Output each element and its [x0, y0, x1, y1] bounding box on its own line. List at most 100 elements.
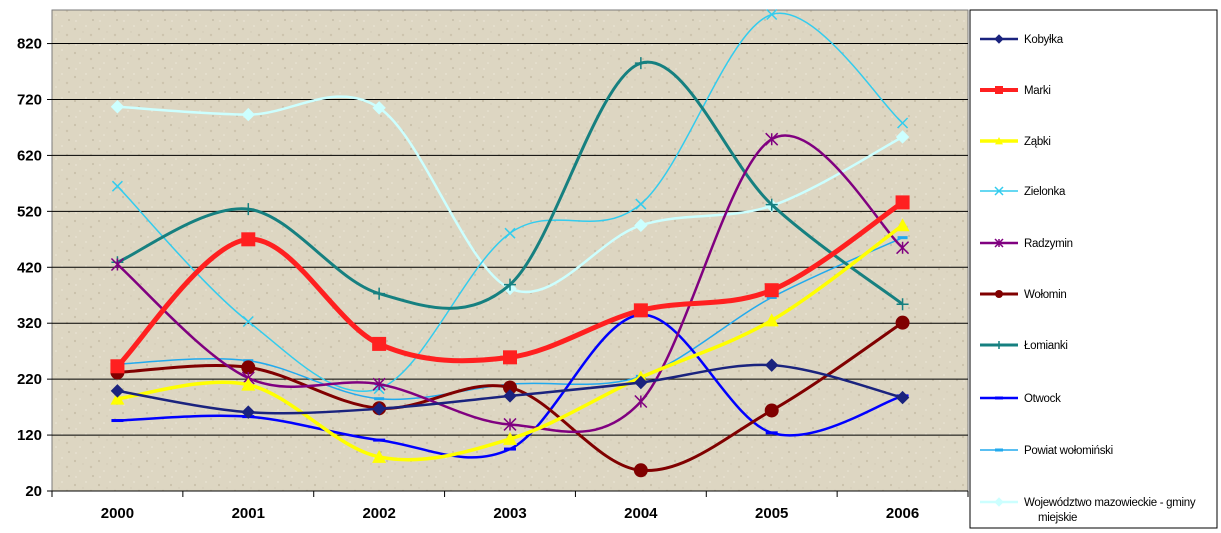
y-tick-label: 520 — [17, 203, 42, 220]
y-axis: 20 120 220 320 420 520 620 720 820 — [17, 36, 52, 500]
data-point — [374, 397, 385, 401]
legend: Kobyłka Marki Ząbki Zielonka Radzymin Wołomin… — [980, 34, 1196, 524]
data-point — [895, 195, 910, 210]
series-group — [110, 315, 910, 478]
data-point — [241, 377, 256, 391]
data-point — [634, 375, 648, 390]
data-point — [634, 218, 648, 233]
data-point — [504, 278, 516, 291]
y-tick-label: 820 — [17, 36, 42, 53]
y-tick-label: 420 — [17, 259, 42, 276]
legend-item: Marki — [980, 85, 1051, 97]
data-point — [895, 315, 910, 330]
y-tick-label: 720 — [17, 91, 42, 108]
legend-marker — [995, 396, 1003, 400]
data-point — [764, 403, 779, 418]
data-point — [110, 100, 125, 114]
x-tick-label: 2004 — [624, 505, 658, 522]
x-tick-label: 2002 — [362, 505, 395, 522]
data-point — [242, 316, 254, 328]
legend-item: Zielonka — [980, 186, 1066, 198]
legend-item: Łomianki — [980, 340, 1068, 352]
data-point — [110, 257, 124, 272]
data-point — [373, 438, 386, 442]
legend-label: Łomianki — [1024, 340, 1068, 352]
data-point — [110, 384, 125, 398]
data-point — [897, 236, 908, 240]
legend-item: Ząbki — [980, 136, 1051, 148]
x-tick-label: 2006 — [886, 505, 919, 522]
legend-marker — [994, 238, 1004, 248]
y-tick-label: 320 — [17, 315, 42, 332]
y-tick-label: 20 — [25, 483, 42, 500]
data-point — [503, 417, 517, 431]
data-point — [503, 380, 517, 395]
x-axis: 2000 2001 2002 2003 2004 2005 2006 — [51, 490, 969, 522]
data-point — [765, 358, 779, 372]
legend-marker — [995, 341, 1003, 349]
legend-marker — [995, 86, 1003, 94]
y-tick-label: 120 — [17, 427, 42, 444]
data-point — [896, 241, 910, 255]
legend-marker — [995, 448, 1003, 452]
data-point — [766, 295, 777, 299]
legend-label: Radzymin — [1024, 238, 1073, 250]
series-group — [110, 195, 910, 374]
x-tick-label: 2005 — [755, 505, 788, 522]
legend-label: Marki — [1024, 85, 1051, 97]
data-point — [241, 405, 255, 419]
data-point — [504, 227, 516, 239]
legend-label: Województwo mazowieckie - gminy — [1024, 497, 1196, 509]
data-point — [635, 198, 647, 210]
data-point — [372, 377, 386, 391]
data-point — [897, 117, 909, 129]
gridlines — [52, 43, 968, 436]
legend-marker — [994, 497, 1004, 507]
data-point — [895, 390, 910, 405]
legend-item: Wołomin — [980, 289, 1067, 301]
legend-marker — [994, 186, 1004, 196]
data-point — [110, 391, 125, 405]
legend-box — [969, 9, 1218, 529]
data-point — [372, 402, 386, 416]
data-point — [896, 298, 909, 311]
series-lines — [110, 8, 910, 478]
legend-item: Województwo mazowieckie - gminy miejskie — [980, 497, 1196, 524]
data-point — [241, 360, 256, 375]
legend-label-continued: miejskie — [1038, 512, 1077, 524]
data-point — [895, 130, 910, 144]
data-point — [633, 303, 648, 318]
legend-label: Wołomin — [1024, 289, 1066, 301]
y-tick-label: 620 — [17, 147, 42, 164]
data-point — [503, 350, 517, 365]
series-group — [110, 358, 910, 419]
legend-item: Otwock — [980, 393, 1061, 405]
data-point — [372, 336, 387, 351]
data-point — [895, 218, 910, 232]
data-point — [503, 431, 517, 445]
data-point — [634, 57, 647, 70]
data-point — [242, 203, 255, 216]
data-point — [111, 180, 123, 192]
legend-marker — [995, 290, 1003, 298]
data-point — [765, 431, 778, 435]
data-point — [765, 132, 779, 146]
data-point — [633, 463, 648, 478]
x-tick-label: 2001 — [232, 505, 265, 522]
y-tick-label: 220 — [17, 371, 42, 388]
data-point — [373, 287, 386, 300]
legend-marker — [994, 34, 1004, 44]
data-point — [241, 107, 255, 122]
legend-label: Kobyłka — [1024, 34, 1064, 46]
legend-label: Powiat wołomiński — [1024, 445, 1113, 457]
data-point — [372, 101, 386, 115]
legend-item: Radzymin — [980, 238, 1073, 250]
data-point — [241, 232, 256, 247]
data-point — [764, 283, 779, 298]
plot-area-background — [51, 9, 969, 492]
legend-item: Powiat wołomiński — [980, 445, 1113, 457]
data-point — [765, 198, 778, 211]
legend-label: Otwock — [1024, 393, 1061, 405]
legend-label: Zielonka — [1024, 186, 1066, 198]
